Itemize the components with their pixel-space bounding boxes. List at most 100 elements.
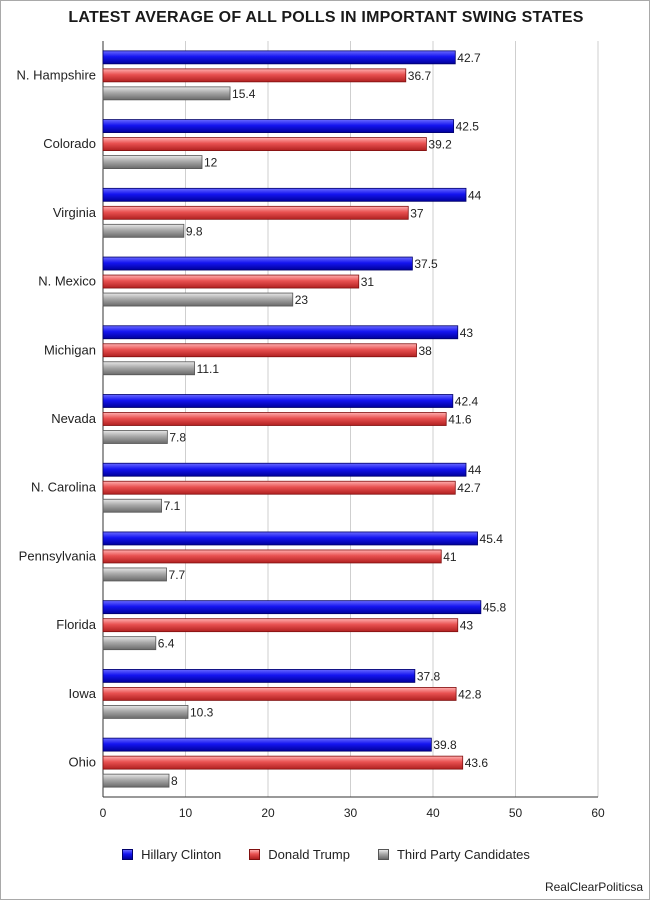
category-label: Colorado	[43, 136, 96, 151]
bar-third-party	[102, 567, 167, 582]
bar-clinton	[102, 394, 454, 408]
chart-title: LATEST AVERAGE OF ALL POLLS IN IMPORTANT…	[68, 9, 584, 26]
bar-third-party	[102, 773, 170, 788]
data-label: 44	[468, 188, 482, 202]
bar-trump	[102, 137, 427, 151]
legend-swatch-trump	[249, 849, 261, 860]
bar-trump	[102, 687, 457, 701]
label-layer: 0 10 20 30 40 50 60 42.7 36.7 15.4 N. Hampshire 42.…	[17, 51, 605, 820]
bar-third-party	[102, 430, 168, 444]
data-label: 36.7	[408, 69, 432, 83]
bar-trump	[102, 68, 407, 83]
data-label: 45.4	[480, 532, 504, 546]
source-credit: RealClearPoliticsa	[544, 880, 643, 894]
data-label: 37.8	[417, 669, 441, 683]
legend-label-trump: Donald Trump	[268, 847, 350, 862]
bar-third-party	[102, 705, 189, 719]
data-label: 37.5	[414, 257, 438, 271]
bar-trump	[102, 618, 459, 633]
data-label: 39.2	[428, 138, 452, 152]
data-label: 8	[171, 774, 178, 788]
bar-third-party	[102, 86, 231, 101]
bar-trump	[102, 412, 447, 426]
x-tick-label: 10	[179, 806, 193, 820]
bar-clinton	[102, 669, 416, 683]
bar-third-party	[102, 155, 203, 169]
data-label: 45.8	[483, 601, 507, 615]
bar-trump	[102, 755, 464, 770]
bar-trump	[102, 549, 442, 564]
bar-clinton	[102, 256, 413, 271]
data-label: 37	[410, 206, 424, 220]
category-label: N. Hampshire	[17, 67, 96, 82]
bar-third-party	[102, 636, 157, 651]
data-label: 11.1	[197, 362, 220, 376]
category-label: Iowa	[69, 686, 97, 701]
x-tick-label: 60	[591, 806, 605, 820]
data-label: 12	[204, 156, 218, 170]
bar-trump	[102, 274, 360, 289]
bar-trump	[102, 205, 409, 220]
data-label: 42.4	[455, 395, 479, 409]
data-label: 7.1	[164, 499, 181, 513]
category-label: Virginia	[53, 205, 97, 220]
legend-label-third-party: Third Party Candidates	[396, 847, 530, 862]
legend-label-clinton: Hillary Clinton	[141, 847, 222, 862]
bar-clinton	[102, 531, 478, 546]
bar-third-party	[102, 361, 195, 376]
data-label: 9.8	[186, 224, 203, 238]
bar-clinton	[102, 50, 456, 65]
x-tick-label: 50	[509, 806, 523, 820]
legend: Hillary Clinton Donald Trump Third Party…	[1, 847, 650, 862]
data-label: 42.5	[456, 120, 480, 134]
data-label: 41.6	[448, 413, 472, 427]
data-label: 41	[443, 550, 457, 564]
data-label: 39.8	[433, 738, 457, 752]
data-label: 43.6	[465, 756, 489, 770]
legend-item-trump: Donald Trump	[249, 847, 350, 862]
bar-trump	[102, 480, 456, 495]
bar-clinton	[102, 325, 459, 340]
x-tick-label: 20	[261, 806, 275, 820]
category-label: Florida	[56, 617, 97, 632]
bar-clinton	[102, 119, 455, 133]
category-label: Pennsylvania	[19, 548, 97, 563]
data-label: 10.3	[190, 705, 214, 719]
legend-swatch-clinton	[122, 849, 134, 860]
data-label: 15.4	[232, 87, 256, 101]
legend-item-third-party: Third Party Candidates	[377, 847, 530, 862]
bar-trump	[102, 343, 417, 358]
data-label: 42.7	[457, 51, 481, 65]
bar-third-party	[102, 223, 185, 238]
legend-item-clinton: Hillary Clinton	[122, 847, 221, 862]
legend-swatch-third-party	[377, 849, 389, 860]
data-label: 7.8	[169, 431, 186, 445]
x-tick-label: 0	[100, 806, 107, 820]
category-label: Ohio	[69, 755, 96, 770]
data-label: 43	[460, 619, 474, 633]
data-label: 6.4	[158, 637, 175, 651]
category-label: N. Mexico	[38, 274, 96, 289]
bar-clinton	[102, 737, 432, 752]
data-label: 44	[468, 463, 482, 477]
data-label: 43	[460, 326, 474, 340]
data-label: 23	[295, 293, 309, 307]
bar-third-party	[102, 498, 162, 513]
data-label: 7.7	[169, 568, 186, 582]
bar-layer	[102, 50, 482, 788]
x-tick-label: 40	[426, 806, 440, 820]
bar-clinton	[102, 600, 482, 615]
x-tick-label: 30	[344, 806, 358, 820]
data-label: 42.8	[458, 687, 482, 701]
bar-clinton	[102, 187, 467, 202]
data-label: 42.7	[457, 481, 481, 495]
category-label: N. Carolina	[31, 480, 97, 495]
bar-clinton	[102, 462, 467, 477]
category-label: Michigan	[44, 342, 96, 357]
bar-third-party	[102, 292, 294, 307]
data-label: 31	[361, 275, 375, 289]
data-label: 38	[419, 344, 433, 358]
category-label: Nevada	[51, 411, 97, 426]
